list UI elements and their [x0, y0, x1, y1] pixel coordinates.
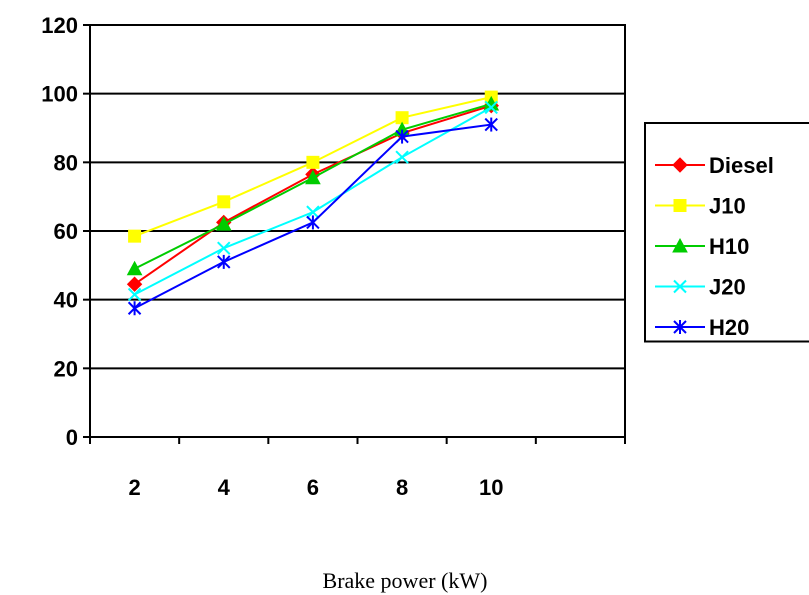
legend-item-j10: J10 — [655, 194, 746, 219]
legend-label: J20 — [709, 275, 746, 300]
data-point-h20 — [217, 254, 231, 269]
y-tick-label: 60 — [54, 219, 78, 244]
data-point-h20 — [306, 215, 320, 230]
data-point-diesel — [126, 276, 143, 292]
series-group — [126, 90, 500, 316]
data-point-h20 — [484, 117, 498, 132]
series-line-h10 — [134, 103, 492, 270]
x-axis-title: Brake power (kW) — [323, 568, 488, 593]
x-tick-label: 2 — [128, 475, 140, 500]
legend-label: Diesel — [709, 153, 774, 178]
legend-label: J10 — [709, 194, 746, 219]
legend-marker — [673, 279, 687, 294]
y-tick-label: 80 — [54, 150, 78, 175]
series-h20 — [127, 117, 498, 316]
axes: 0 20 40 60 80 100 120 2 4 6 8 10 — [41, 13, 626, 500]
legend-marker — [672, 157, 688, 173]
y-tick-label: 0 — [66, 425, 78, 450]
data-point-j20 — [395, 150, 409, 164]
gridlines — [90, 24, 625, 370]
data-point-j10 — [306, 155, 320, 169]
y-tick-label: 120 — [41, 13, 78, 38]
series-j20 — [127, 100, 498, 302]
data-point-h20 — [127, 301, 142, 316]
data-point-j20 — [217, 241, 231, 255]
legend: Diesel J10 H10 J20 H20 — [644, 122, 809, 343]
legend-marker — [673, 199, 687, 212]
data-point-j20 — [306, 205, 320, 219]
data-point-j10 — [128, 229, 142, 243]
legend-item-h10: H10 — [655, 234, 749, 259]
data-point-h20 — [395, 129, 409, 144]
x-tick-label: 8 — [396, 475, 408, 500]
series-line-j20 — [134, 106, 492, 296]
x-tick-label: 10 — [479, 475, 503, 500]
legend-marker — [672, 237, 688, 253]
legend-marker — [673, 320, 687, 334]
y-tick-label: 100 — [41, 82, 78, 107]
x-tick-label: 6 — [307, 475, 319, 500]
y-tick-label: 20 — [54, 356, 78, 381]
data-point-h10 — [126, 260, 143, 276]
legend-label: H10 — [709, 234, 749, 259]
x-tick-label: 4 — [218, 475, 231, 500]
data-point-h10 — [215, 216, 232, 231]
data-point-j20 — [127, 287, 142, 302]
data-point-j20 — [484, 100, 498, 115]
legend-item-diesel: Diesel — [655, 153, 774, 178]
y-tick-label: 40 — [54, 288, 78, 313]
legend-item-j20: J20 — [655, 275, 746, 300]
data-point-h10 — [305, 169, 321, 185]
legend-box — [644, 122, 809, 343]
data-point-j10 — [217, 195, 231, 209]
series-h10 — [126, 95, 500, 276]
series-diesel — [126, 97, 499, 292]
legend-item-h20: H20 — [655, 315, 749, 340]
legend-label: H20 — [709, 315, 749, 340]
